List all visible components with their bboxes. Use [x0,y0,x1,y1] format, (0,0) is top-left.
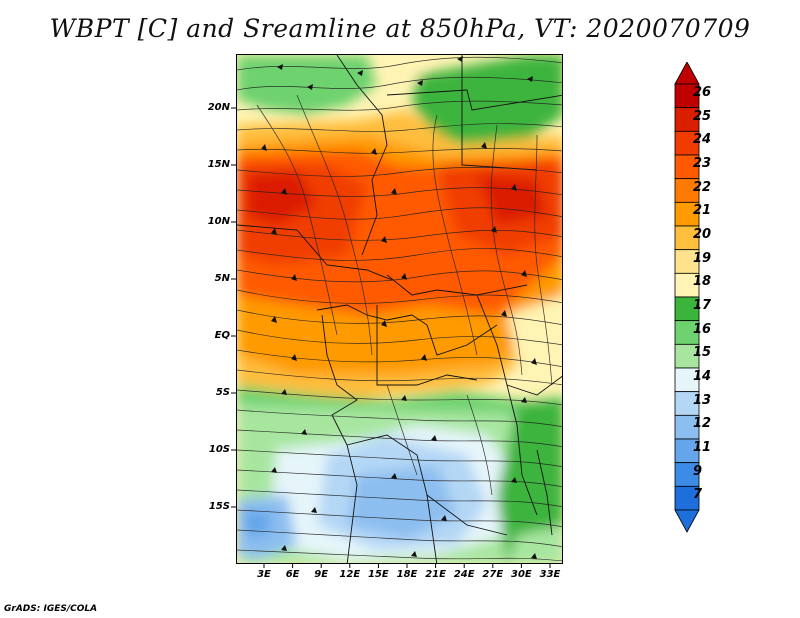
colorbar-label: 26 [693,85,712,100]
lat-label-10s: 10S [208,444,230,455]
lat-label-10n: 10N [207,216,230,227]
colorbar-label: 16 [693,321,712,337]
colorbar-label: 13 [693,392,712,408]
lon-label-27e: 27E [482,569,504,580]
colorbar-label: 18 [693,274,712,290]
lon-label-24e: 24E [453,569,475,580]
wbpt-shading [237,55,562,563]
colorbar [674,62,700,533]
lon-label-12e: 12E [339,569,361,580]
lat-label-5n: 5N [214,273,230,284]
lon-label-18e: 18E [396,569,418,580]
colorbar-label: 14 [693,369,712,384]
colorbar-label: 24 [693,132,712,148]
colorbar-label: 19 [693,250,712,266]
colorbar-label: 11 [693,440,712,455]
lon-label-6e: 6E [285,569,300,580]
lat-label-eq: EQ [214,330,230,341]
credit-label: GrADS: IGES/COLA [4,604,98,614]
colorbar-label: 7 [693,487,703,503]
colorbar-label: 22 [693,179,712,195]
lat-label-15n: 15N [207,159,230,170]
map-canvas [237,55,562,563]
colorbar-label: 9 [693,463,703,479]
colorbar-label: 17 [693,298,712,313]
colorbar-label: 23 [693,156,712,171]
colorbar-label: 25 [693,108,712,124]
colorbar-label: 15 [693,345,712,361]
lon-label-3e: 3E [257,569,271,580]
colorbar-label: 21 [693,203,712,219]
lon-label-15e: 15E [368,569,389,580]
colorbar-top-arrow [674,62,700,85]
lon-label-33e: 33E [539,569,561,580]
lat-label-20n: 20N [207,102,230,113]
lat-label-5s: 5S [215,387,230,398]
lon-label-30e: 30E [511,569,532,580]
colorbar-bottom-arrow [674,509,700,533]
chart-title: WBPT [C] and Sreamline at 850hPa, VT: 20… [49,14,751,43]
colorbar-label: 20 [693,227,712,242]
lon-label-9e: 9E [314,569,329,580]
stream-arrows [261,56,537,559]
lat-label-15s: 15S [208,501,230,512]
colorbar-label: 12 [693,416,712,432]
lon-label-21e: 21E [425,569,446,580]
map-panel [236,54,563,564]
